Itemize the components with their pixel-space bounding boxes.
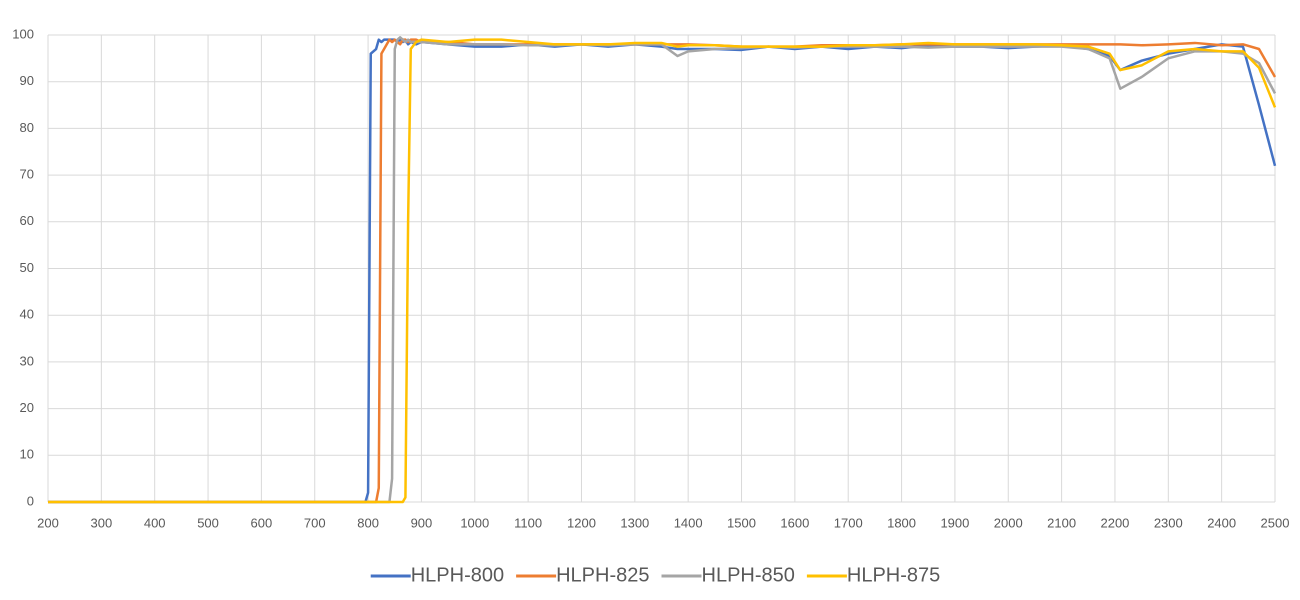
y-tick-label: 20 xyxy=(20,400,34,415)
x-tick-label: 1700 xyxy=(834,515,863,530)
legend-label: HLPH-800 xyxy=(411,564,504,586)
y-tick-label: 40 xyxy=(20,307,34,322)
x-tick-label: 700 xyxy=(304,515,326,530)
x-tick-label: 2500 xyxy=(1261,515,1290,530)
x-tick-label: 400 xyxy=(144,515,166,530)
y-tick-label: 10 xyxy=(20,447,34,462)
y-tick-label: 100 xyxy=(12,26,34,41)
legend-label: HLPH-875 xyxy=(847,564,940,586)
y-tick-label: 60 xyxy=(20,213,34,228)
legend-label: HLPH-850 xyxy=(702,564,795,586)
series-line xyxy=(48,38,1277,504)
y-tick-label: 50 xyxy=(20,260,34,275)
x-tick-label: 2300 xyxy=(1154,515,1183,530)
x-tick-label: 1400 xyxy=(674,515,703,530)
x-tick-label: 2400 xyxy=(1207,515,1236,530)
x-tick-label: 600 xyxy=(251,515,273,530)
x-tick-label: 1200 xyxy=(567,515,596,530)
series-line xyxy=(48,38,1277,504)
series-line xyxy=(48,38,1277,504)
x-tick-label: 2000 xyxy=(994,515,1023,530)
y-tick-label: 30 xyxy=(20,353,34,368)
x-tick-label: 300 xyxy=(90,515,112,530)
x-tick-label: 1500 xyxy=(727,515,756,530)
y-tick-label: 90 xyxy=(20,73,34,88)
x-tick-label: 1900 xyxy=(940,515,969,530)
x-tick-label: 1600 xyxy=(780,515,809,530)
x-tick-label: 500 xyxy=(197,515,219,530)
x-tick-label: 1100 xyxy=(514,515,542,530)
x-tick-label: 2100 xyxy=(1047,515,1076,530)
legend-label: HLPH-825 xyxy=(556,564,649,586)
series-line xyxy=(48,36,1277,504)
x-tick-label: 1300 xyxy=(620,515,649,530)
y-tick-label: 0 xyxy=(27,493,34,508)
y-tick-label: 80 xyxy=(20,120,34,135)
y-tick-label: 70 xyxy=(20,167,34,182)
x-tick-label: 2200 xyxy=(1100,515,1129,530)
x-tick-label: 200 xyxy=(37,515,59,530)
x-tick-label: 1000 xyxy=(460,515,489,530)
x-tick-label: 800 xyxy=(357,515,379,530)
x-tick-label: 1800 xyxy=(887,515,916,530)
x-tick-label: 900 xyxy=(411,515,433,530)
